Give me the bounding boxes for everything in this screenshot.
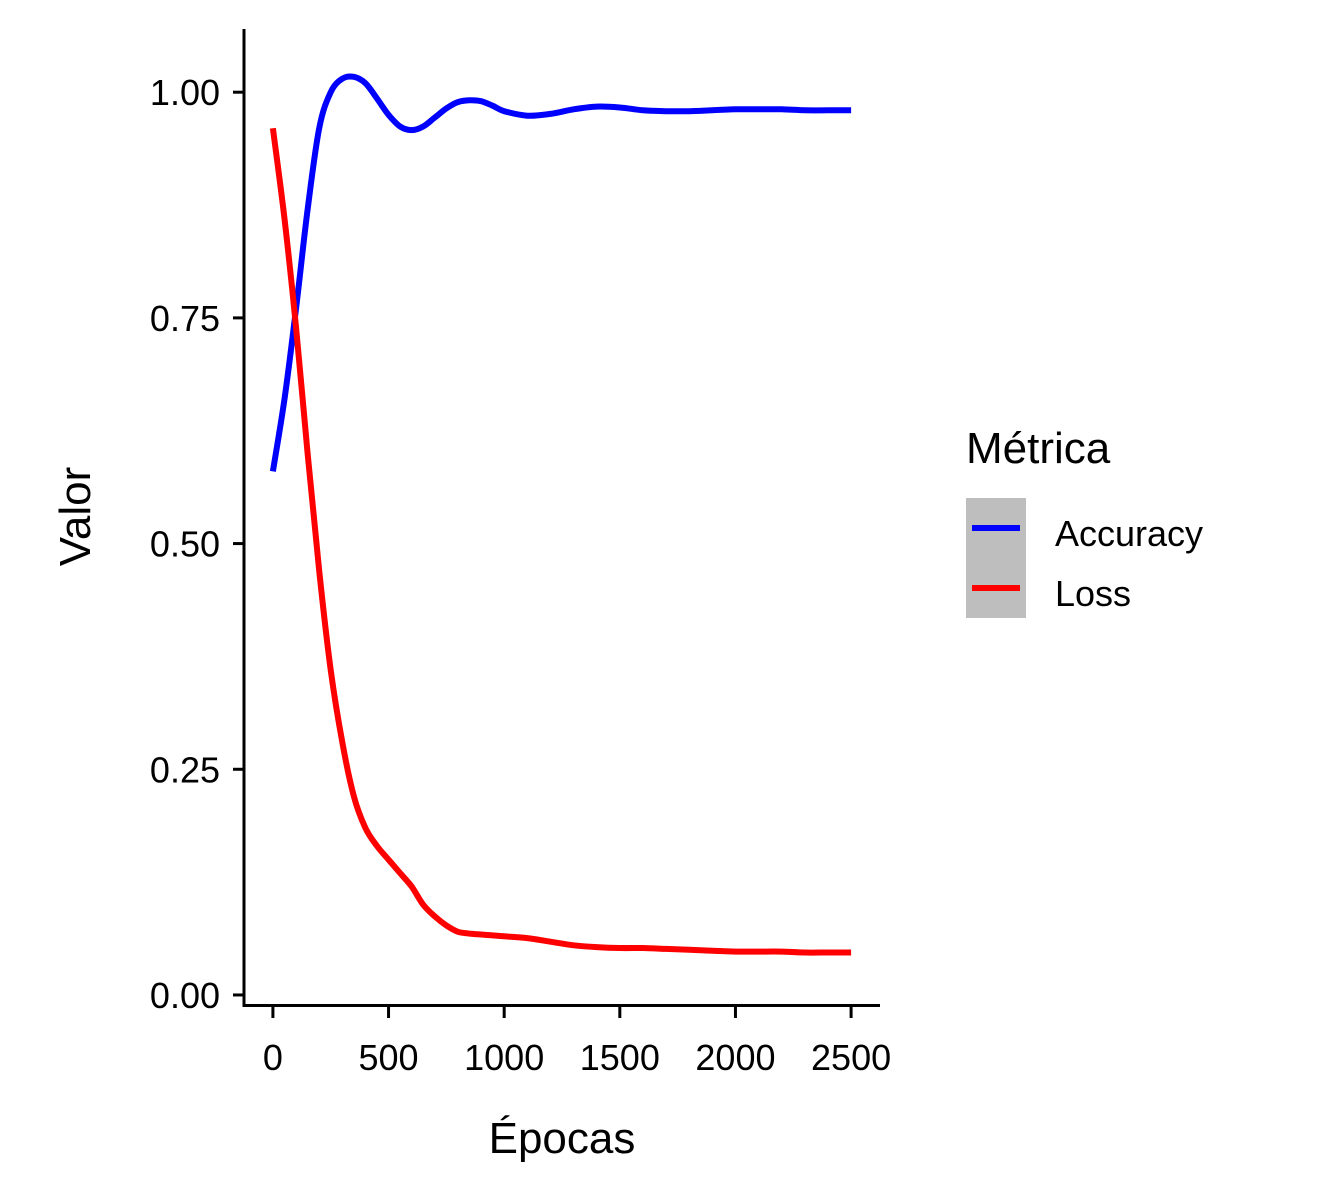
- x-tick-label: 2000: [695, 1037, 775, 1078]
- legend: Métrica Accuracy Loss: [966, 424, 1203, 618]
- x-tick-label: 1500: [580, 1037, 660, 1078]
- y-tick-label: 0.00: [150, 975, 220, 1016]
- x-tick-label: 2500: [811, 1037, 891, 1078]
- series-layer: [269, 73, 852, 956]
- y-tick-label: 0.25: [150, 749, 220, 790]
- y-tick-label: 0.75: [150, 298, 220, 339]
- y-axis-title: Valor: [51, 467, 100, 566]
- x-tick-label: 500: [359, 1037, 419, 1078]
- x-ticks: 0 500 1000 1500 2000 2500: [263, 1007, 891, 1078]
- series-line-loss: [269, 127, 852, 956]
- y-tick-label: 0.50: [150, 524, 220, 565]
- y-ticks: 0.00 0.25 0.50 0.75 1.00: [150, 72, 244, 1016]
- series-line-accuracy: [269, 73, 852, 472]
- x-axis-title: Épocas: [489, 1114, 636, 1163]
- legend-label-accuracy: Accuracy: [1055, 513, 1203, 554]
- legend-label-loss: Loss: [1055, 573, 1131, 614]
- legend-title: Métrica: [966, 424, 1111, 473]
- x-tick-label: 0: [263, 1037, 283, 1078]
- y-tick-label: 1.00: [150, 72, 220, 113]
- legend-key-background: [966, 498, 1026, 618]
- x-tick-label: 1000: [464, 1037, 544, 1078]
